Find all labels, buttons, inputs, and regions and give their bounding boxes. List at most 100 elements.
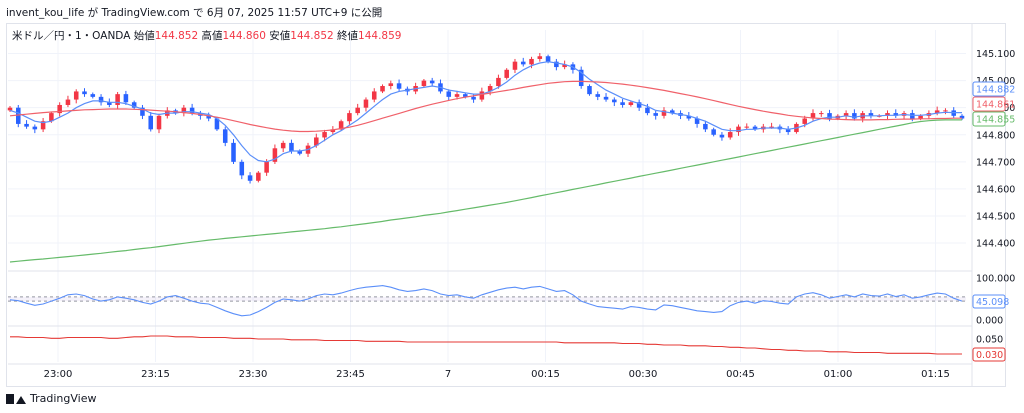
- candle-body: [322, 132, 327, 138]
- candle-body: [736, 126, 741, 133]
- candle-body: [107, 102, 112, 105]
- candle-body: [256, 172, 261, 181]
- candle-body: [82, 91, 87, 95]
- sub-last-label: 0.030: [976, 350, 1003, 361]
- candle-body: [347, 113, 352, 122]
- candle-body: [388, 83, 394, 87]
- candle-body: [206, 115, 211, 119]
- candle-body: [487, 86, 493, 92]
- candle-body: [744, 126, 750, 128]
- candle-body: [289, 142, 294, 151]
- candle-body: [239, 161, 245, 176]
- price-label-ma-mid: 144.861: [976, 100, 1015, 111]
- candle-body: [504, 69, 509, 78]
- candle-body: [280, 142, 286, 149]
- candle-body: [810, 113, 816, 119]
- y-tick-label: 144.800: [976, 130, 1015, 141]
- candle-body: [181, 107, 187, 114]
- candle-body: [653, 113, 658, 116]
- candle-body: [24, 123, 29, 127]
- candle-body: [7, 107, 13, 111]
- close-label: 終値: [337, 30, 359, 42]
- candle-body: [355, 107, 360, 114]
- y-tick-label: 144.600: [976, 184, 1015, 195]
- oscillator-band: [8, 296, 966, 302]
- x-tick-label: 7: [445, 369, 451, 380]
- candle-body: [32, 126, 38, 130]
- candle-body: [537, 56, 543, 59]
- ma-short-line: [9, 61, 962, 163]
- candle-body: [16, 107, 21, 124]
- candle-body: [65, 99, 71, 105]
- candle-body: [818, 113, 824, 115]
- x-tick-label: 01:15: [921, 369, 950, 380]
- y-tick-label: 144.500: [976, 211, 1015, 222]
- candle-body: [686, 115, 692, 119]
- ma-mid-line: [9, 80, 962, 133]
- candle-body: [959, 115, 965, 119]
- candle-body: [272, 148, 278, 162]
- candle-body: [371, 91, 377, 100]
- candle-body: [471, 96, 476, 100]
- candle-body: [123, 94, 129, 103]
- tradingview-logo-icon: [6, 393, 26, 404]
- sub-indicator-line: [10, 335, 962, 355]
- publish-caption: invent_kou_life が TradingView.com で 6月 0…: [6, 7, 383, 19]
- candle-body: [314, 137, 319, 146]
- candle-body: [222, 129, 228, 143]
- symbol-label: 米ドル／円・1・OANDA: [12, 30, 131, 42]
- candle-body: [636, 102, 642, 108]
- x-tick-label: 23:30: [239, 369, 268, 380]
- candle-body: [612, 99, 617, 103]
- candle-body: [73, 91, 79, 100]
- candle-body: [802, 118, 807, 124]
- candle-body: [769, 126, 774, 128]
- candle-body: [852, 113, 857, 119]
- x-tick-label: 23:45: [336, 369, 365, 380]
- osc-tick-0: 0.000: [976, 316, 1003, 327]
- y-tick-label: 144.700: [976, 157, 1015, 168]
- osc-last-label: 45.098: [976, 297, 1009, 308]
- candle-body: [843, 113, 849, 116]
- candle-body: [156, 115, 162, 130]
- candle-body: [297, 151, 303, 154]
- candle-body: [396, 83, 402, 89]
- candle-body: [214, 118, 220, 130]
- candle-body: [587, 86, 592, 95]
- sub-last-box: [972, 347, 1006, 362]
- candle-body: [140, 107, 145, 116]
- candle-body: [330, 129, 336, 133]
- candle-body: [380, 86, 385, 92]
- candle-body: [57, 104, 62, 114]
- candle-body: [595, 94, 601, 97]
- candle-body: [785, 129, 791, 133]
- candle-body: [363, 99, 369, 108]
- candle-body: [603, 96, 609, 100]
- candle-body: [247, 175, 253, 181]
- low-value: 144.852: [290, 30, 334, 42]
- candle-body: [131, 102, 137, 108]
- candle-body: [49, 113, 54, 122]
- candle-body: [934, 110, 940, 114]
- sub-tick-label: 0.050: [976, 335, 1003, 346]
- candle-body: [669, 110, 675, 114]
- x-tick-label: 01:00: [824, 369, 853, 380]
- price-label-box: [972, 81, 1006, 97]
- candle-body: [512, 61, 518, 70]
- candle-body: [727, 132, 733, 138]
- candle-body: [578, 69, 584, 87]
- candle-body: [115, 94, 120, 105]
- ohlc-legend: 米ドル／円・1・OANDA 始値144.852 高値144.860 安値144.…: [12, 28, 401, 43]
- x-tick-label: 00:15: [531, 369, 560, 380]
- candle-body: [711, 129, 716, 135]
- candle-body: [264, 161, 269, 173]
- candle-body: [429, 80, 435, 84]
- candle-body: [827, 113, 832, 119]
- price-label-ma-short: 144.882: [976, 85, 1015, 96]
- ma-long-line: [9, 119, 962, 263]
- brand-label: TradingView: [30, 392, 97, 405]
- x-tick-label: 23:00: [44, 369, 73, 380]
- osc-tick-100: 100.000: [976, 274, 1015, 285]
- chart-frame: [6, 23, 1006, 387]
